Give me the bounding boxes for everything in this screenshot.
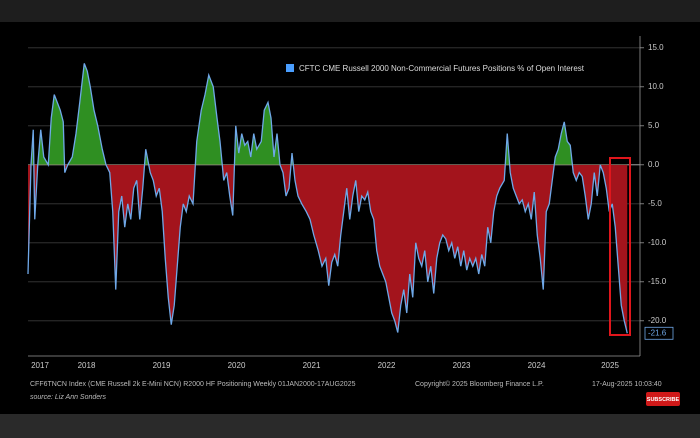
highlight-box (609, 157, 631, 336)
legend-swatch (286, 64, 294, 72)
subscribe-badge[interactable] (646, 392, 680, 406)
y-tick-label: -5.0 (648, 199, 662, 208)
x-tick-label: 2025 (601, 361, 619, 370)
x-tick-label: 2019 (153, 361, 171, 370)
footer-timestamp: 17-Aug-2025 10:03:40 (592, 381, 662, 388)
x-tick-label: 2023 (453, 361, 471, 370)
bottom-band (0, 414, 700, 438)
footer-copyright: Copyright© 2025 Bloomberg Finance L.P. (415, 380, 544, 388)
subscribe-label[interactable]: SUBSCRIBE (647, 397, 680, 403)
last-value-label: -21.6 (648, 328, 667, 337)
x-tick-label: 2021 (303, 361, 321, 370)
x-tick-label: 2024 (528, 361, 546, 370)
series-line (27, 63, 628, 334)
footer-index: CFF6TNCN Index (CME Russell 2k E-Mini NC… (30, 381, 356, 388)
y-tick-label: -15.0 (648, 277, 667, 286)
x-tick-label: 2022 (378, 361, 396, 370)
y-tick-label: -20.0 (648, 316, 667, 325)
plot-area: 15.0 10.0 5.0 0.0 -5.0 -10.0 -15.0 -20.0 2017 201… (27, 36, 674, 370)
y-tick-label: 0.0 (648, 160, 660, 169)
y-tick-label: 15.0 (648, 43, 664, 52)
x-tick-label: 2017 (31, 361, 49, 370)
x-tick-label: 2018 (78, 361, 96, 370)
top-band (0, 0, 700, 22)
y-tick-label: -10.0 (648, 238, 667, 247)
x-tick-label: 2020 (228, 361, 246, 370)
legend-label: CFTC CME Russell 2000 Non-Commercial Fut… (299, 64, 585, 73)
last-value-box (644, 326, 674, 340)
area-above (28, 63, 628, 165)
footer-source: source: Liz Ann Sonders (30, 394, 107, 401)
y-tick-label: 10.0 (648, 82, 664, 91)
y-tick-label: 5.0 (648, 121, 660, 130)
area-below (28, 164, 628, 334)
